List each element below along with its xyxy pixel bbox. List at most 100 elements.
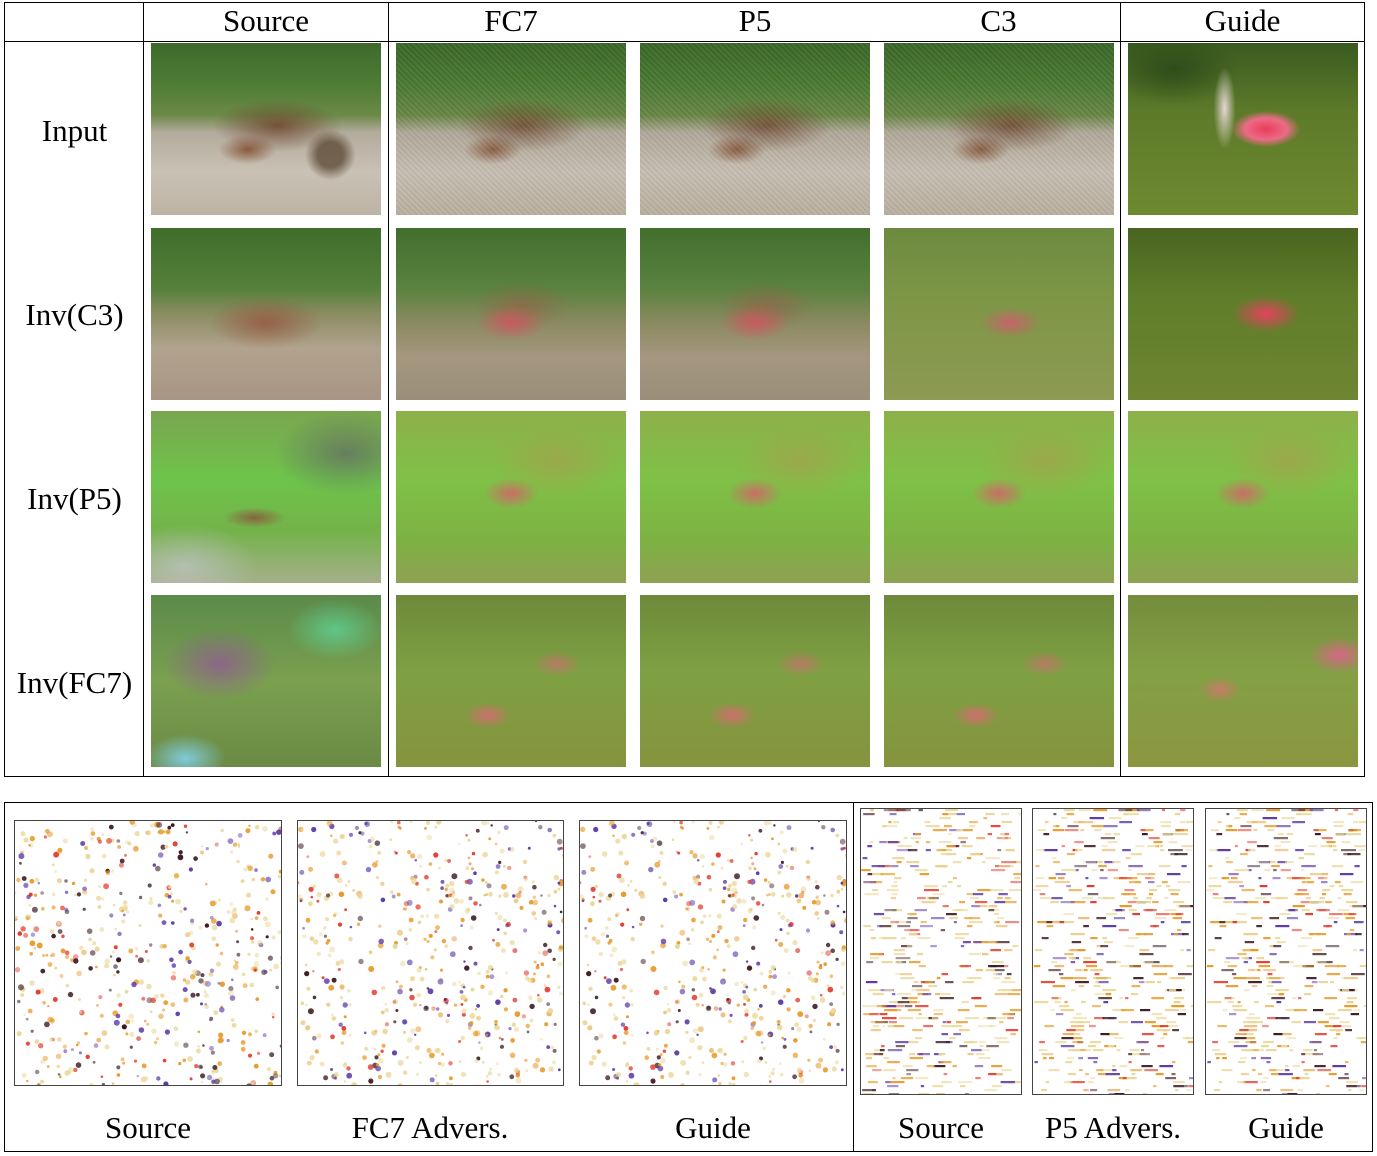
activation-mark bbox=[356, 922, 361, 926]
activation-mark bbox=[477, 971, 481, 976]
activation-mark bbox=[153, 1040, 158, 1045]
activation-mark bbox=[1304, 1073, 1309, 1076]
activation-mark bbox=[390, 821, 394, 824]
activation-mark bbox=[1055, 1013, 1064, 1016]
activation-mark bbox=[605, 1075, 611, 1081]
activation-mark bbox=[20, 926, 26, 932]
activation-mark bbox=[898, 1017, 913, 1020]
activation-mark bbox=[316, 899, 320, 903]
activation-mark bbox=[1348, 1089, 1352, 1092]
activation-mark bbox=[679, 892, 683, 897]
activation-mark bbox=[1070, 961, 1076, 964]
activation-mark bbox=[262, 825, 268, 832]
activation-mark bbox=[98, 885, 101, 888]
activation-mark bbox=[308, 886, 314, 892]
activation-mark bbox=[606, 978, 612, 984]
activation-mark bbox=[162, 944, 167, 949]
activation-mark bbox=[1247, 841, 1257, 844]
activation-mark bbox=[1314, 1033, 1327, 1036]
activation-mark bbox=[1095, 981, 1099, 984]
activation-mark bbox=[101, 1030, 108, 1036]
activation-mark bbox=[1104, 941, 1113, 944]
activation-mark bbox=[882, 1025, 886, 1028]
activation-mark bbox=[559, 910, 563, 914]
activation-mark bbox=[840, 1068, 844, 1072]
activation-mark bbox=[969, 825, 976, 828]
activation-mark bbox=[954, 937, 965, 940]
activation-mark bbox=[886, 1005, 896, 1008]
activation-mark bbox=[1235, 1033, 1247, 1036]
activation-mark bbox=[269, 1052, 275, 1058]
activation-mark bbox=[76, 892, 82, 897]
activation-mark bbox=[1213, 981, 1228, 984]
activation-mark bbox=[556, 930, 561, 935]
activation-mark bbox=[1084, 845, 1096, 848]
activation-mark bbox=[1053, 861, 1060, 864]
activation-mark bbox=[836, 889, 841, 894]
activation-mark bbox=[1353, 921, 1364, 924]
activation-mark bbox=[1040, 981, 1055, 984]
activation-mark bbox=[893, 821, 900, 824]
activation-mark bbox=[162, 1008, 166, 1012]
activation-mark bbox=[305, 1025, 311, 1031]
activation-mark bbox=[185, 979, 191, 985]
activation-mark bbox=[975, 969, 984, 972]
activation-mark bbox=[389, 838, 392, 841]
activation-mark bbox=[892, 1077, 896, 1080]
activation-mark bbox=[1190, 1005, 1193, 1008]
activation-mark bbox=[994, 969, 1005, 972]
activation-mark bbox=[709, 834, 715, 841]
activation-mark bbox=[697, 1045, 703, 1051]
activation-mark bbox=[1228, 1013, 1237, 1016]
activation-mark bbox=[341, 1026, 347, 1031]
activation-mark bbox=[1254, 897, 1267, 900]
activation-mark bbox=[1336, 1033, 1341, 1036]
activation-mark bbox=[1155, 1073, 1164, 1076]
activation-mark bbox=[1325, 1085, 1330, 1088]
activation-mark bbox=[1132, 913, 1140, 916]
activation-mark bbox=[757, 1030, 764, 1037]
activation-mark bbox=[891, 993, 896, 996]
activation-mark bbox=[1251, 985, 1258, 988]
activation-mark bbox=[27, 1008, 33, 1014]
activation-mark bbox=[1052, 985, 1066, 988]
activation-mark bbox=[730, 1061, 736, 1066]
image-input-fc7 bbox=[396, 43, 626, 215]
activation-mark bbox=[917, 897, 926, 900]
activation-mark bbox=[890, 897, 896, 900]
activation-mark bbox=[758, 1015, 764, 1021]
activation-mark bbox=[1168, 977, 1177, 980]
activation-mark bbox=[1144, 1021, 1156, 1024]
activation-mark bbox=[515, 1077, 522, 1084]
activation-mark bbox=[1083, 961, 1097, 964]
activation-mark bbox=[157, 852, 164, 858]
activation-mark bbox=[1106, 961, 1117, 964]
activation-mark bbox=[650, 839, 654, 843]
activation-mark bbox=[967, 925, 973, 928]
activation-mark bbox=[822, 1037, 826, 1041]
activation-mark bbox=[157, 830, 161, 834]
activation-mark bbox=[385, 1071, 392, 1078]
image-inv-fc7-fc7 bbox=[396, 595, 626, 767]
activation-mark bbox=[1256, 957, 1264, 960]
activation-mark bbox=[709, 940, 712, 943]
activation-mark bbox=[1246, 977, 1260, 980]
activation-mark bbox=[1005, 1029, 1019, 1032]
activation-mark bbox=[751, 1021, 757, 1026]
activation-mark bbox=[1123, 1077, 1127, 1080]
activation-mark bbox=[582, 1001, 587, 1006]
activation-mark bbox=[836, 874, 842, 881]
activation-mark bbox=[200, 973, 205, 978]
activation-mark bbox=[660, 1057, 666, 1064]
activation-mark bbox=[137, 957, 144, 964]
activation-mark bbox=[1208, 885, 1222, 888]
activation-mark bbox=[943, 825, 952, 828]
activation-mark bbox=[228, 986, 234, 992]
activation-mark bbox=[45, 953, 49, 957]
activation-mark bbox=[662, 897, 668, 903]
activation-mark bbox=[526, 1030, 530, 1034]
activation-mark bbox=[30, 1029, 34, 1033]
activation-mark bbox=[1212, 1041, 1218, 1044]
activation-mark bbox=[127, 841, 132, 846]
activation-mark bbox=[230, 1018, 235, 1022]
